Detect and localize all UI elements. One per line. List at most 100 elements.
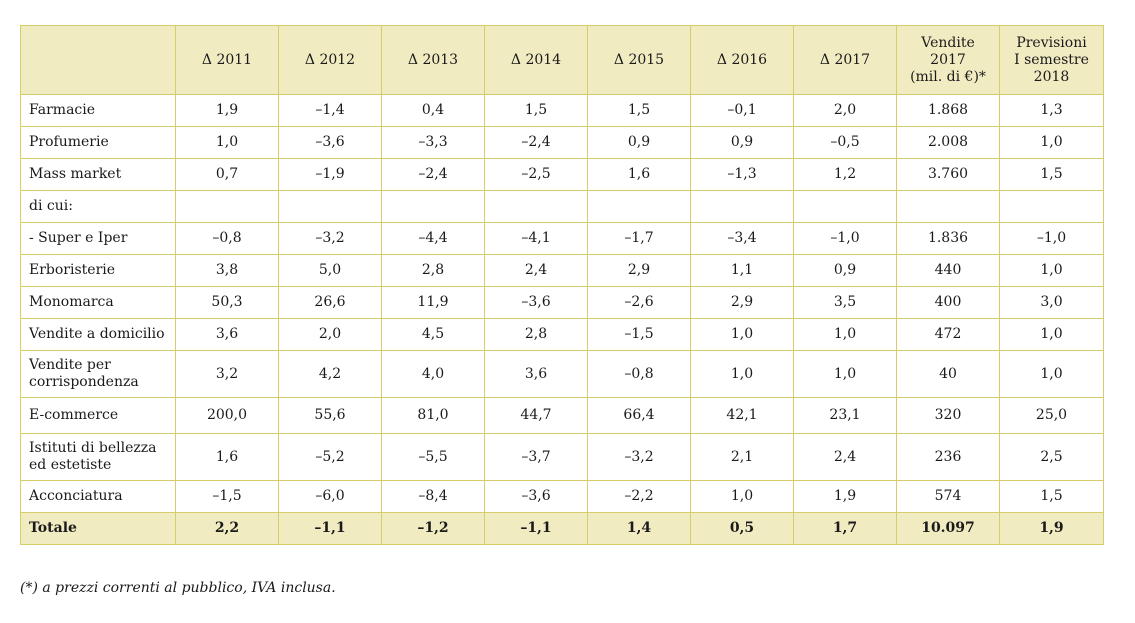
row-label: Erboristerie <box>20 254 176 287</box>
table-cell: –3,6 <box>278 126 382 159</box>
table-cell: 1,2 <box>793 158 897 191</box>
row-label: - Super e Iper <box>20 222 176 255</box>
table-cell: 2,4 <box>793 433 897 481</box>
table-row: Vendite a domicilio 3,6 2,0 4,5 2,8 –1,5 1,0 1,… <box>20 318 1104 351</box>
table-cell: 200,0 <box>175 397 279 434</box>
total-cell: –1,1 <box>278 512 382 545</box>
table-cell: 1,0 <box>175 126 279 159</box>
row-label: E-commerce <box>20 397 176 434</box>
table-cell: 0,9 <box>587 126 691 159</box>
table-cell: 2,4 <box>484 254 588 287</box>
table-cell: 1,0 <box>690 480 794 513</box>
table-cell: –0,1 <box>690 94 794 127</box>
table-cell <box>381 190 485 223</box>
row-label-line: Profumerie <box>29 134 109 150</box>
table-row: Acconciatura –1,5 –6,0 –8,4 –3,6 –2,2 1,0 1,9 57… <box>20 480 1104 513</box>
row-label-line: Erboristerie <box>29 262 116 278</box>
table-cell: –0,8 <box>587 350 691 398</box>
table-cell: 2,0 <box>793 94 897 127</box>
table-row: E-commerce 200,0 55,6 81,0 44,7 66,4 42,1 23,1 3… <box>20 397 1104 434</box>
footnote: (*) a prezzi correnti al pubblico, IVA i… <box>20 580 336 596</box>
table-cell: 1,5 <box>587 94 691 127</box>
table-cell: 1,6 <box>175 433 279 481</box>
total-cell: 1,9 <box>999 512 1104 545</box>
row-label: Vendite a domicilio <box>20 318 176 351</box>
table-cell: 1,0 <box>999 254 1104 287</box>
table-cell <box>587 190 691 223</box>
total-cell: 10.097 <box>896 512 1000 545</box>
table-cell: 0,7 <box>175 158 279 191</box>
table-cell <box>999 190 1104 223</box>
total-cell: 1,7 <box>793 512 897 545</box>
table-cell: 1.836 <box>896 222 1000 255</box>
header-cell-vendite-2017: Vendite 2017 (mil. di €)* <box>896 25 1000 95</box>
table-cell: 2,1 <box>690 433 794 481</box>
row-label-line: Vendite a domicilio <box>29 326 165 342</box>
table-cell: –8,4 <box>381 480 485 513</box>
table-cell <box>484 190 588 223</box>
total-row: Totale 2,2 –1,1 –1,2 –1,1 1,4 0,5 1,7 10.097 1,9 <box>20 512 1104 545</box>
table-cell: –2,6 <box>587 286 691 319</box>
row-label-line: Acconciatura <box>29 488 123 504</box>
table-cell: –3,3 <box>381 126 485 159</box>
table-cell: 2,8 <box>484 318 588 351</box>
table-row: - Super e Iper –0,8 –3,2 –4,4 –4,1 –1,7 –3,4 –1… <box>20 222 1104 255</box>
table-cell: –3,6 <box>484 480 588 513</box>
row-label: Profumerie <box>20 126 176 159</box>
table-row: di cui: <box>20 190 1104 223</box>
table-cell: –1,4 <box>278 94 382 127</box>
table-cell: 26,6 <box>278 286 382 319</box>
table-cell: 81,0 <box>381 397 485 434</box>
table-row: Istituti di bellezza ed estetiste 1,6 –5,2–… <box>20 433 1104 481</box>
table-cell: –3,6 <box>484 286 588 319</box>
table-cell <box>278 190 382 223</box>
total-cell: –1,2 <box>381 512 485 545</box>
total-cell: 1,4 <box>587 512 691 545</box>
table-cell: –3,2 <box>587 433 691 481</box>
row-label: Mass market <box>20 158 176 191</box>
table-cell: 3,8 <box>175 254 279 287</box>
header-cell-2012: Δ 2012 <box>278 25 382 95</box>
row-label-line: Vendite per <box>29 357 111 373</box>
table-cell: –0,8 <box>175 222 279 255</box>
total-label: Totale <box>20 512 176 545</box>
table-cell: –1,3 <box>690 158 794 191</box>
table-cell: 11,9 <box>381 286 485 319</box>
row-label-line: corrispondenza <box>29 374 139 390</box>
table-cell: –2,2 <box>587 480 691 513</box>
table-cell: –2,4 <box>484 126 588 159</box>
table-header-row: Δ 2011 Δ 2012 Δ 2013 Δ 2014 Δ 2015 Δ 201… <box>20 25 1104 95</box>
table-cell: –3,2 <box>278 222 382 255</box>
table-cell: –1,7 <box>587 222 691 255</box>
table-cell: –6,0 <box>278 480 382 513</box>
row-label-line: E-commerce <box>29 407 119 423</box>
row-label-line: di cui: <box>29 198 73 214</box>
table-cell: 2,8 <box>381 254 485 287</box>
table-row: Monomarca 50,3 26,6 11,9 –3,6 –2,6 2,9 3,5 400 3,… <box>20 286 1104 319</box>
table-cell <box>896 190 1000 223</box>
header-cell-2017: Δ 2017 <box>793 25 897 95</box>
table-cell: 1,5 <box>999 158 1104 191</box>
row-label: Istituti di bellezza ed estetiste <box>20 433 176 481</box>
table-cell: 2.008 <box>896 126 1000 159</box>
table-cell: 3,5 <box>793 286 897 319</box>
table-cell: 42,1 <box>690 397 794 434</box>
table-cell: 5,0 <box>278 254 382 287</box>
table-cell: 1,0 <box>999 350 1104 398</box>
table-cell: –3,4 <box>690 222 794 255</box>
table-cell: 3,6 <box>175 318 279 351</box>
table-cell: 50,3 <box>175 286 279 319</box>
table-cell: –1,5 <box>587 318 691 351</box>
table-cell: –4,4 <box>381 222 485 255</box>
table-cell <box>793 190 897 223</box>
table-cell: 2,9 <box>587 254 691 287</box>
table-cell: 4,2 <box>278 350 382 398</box>
table-cell: 1,0 <box>793 350 897 398</box>
row-label-line: Mass market <box>29 166 122 182</box>
row-label: Farmacie <box>20 94 176 127</box>
header-cell-2016: Δ 2016 <box>690 25 794 95</box>
row-label-line: Monomarca <box>29 294 114 310</box>
table-row: Profumerie 1,0 –3,6 –3,3 –2,4 0,9 0,9 –0,5 2.008… <box>20 126 1104 159</box>
table-cell: 1.868 <box>896 94 1000 127</box>
table-cell: 3.760 <box>896 158 1000 191</box>
